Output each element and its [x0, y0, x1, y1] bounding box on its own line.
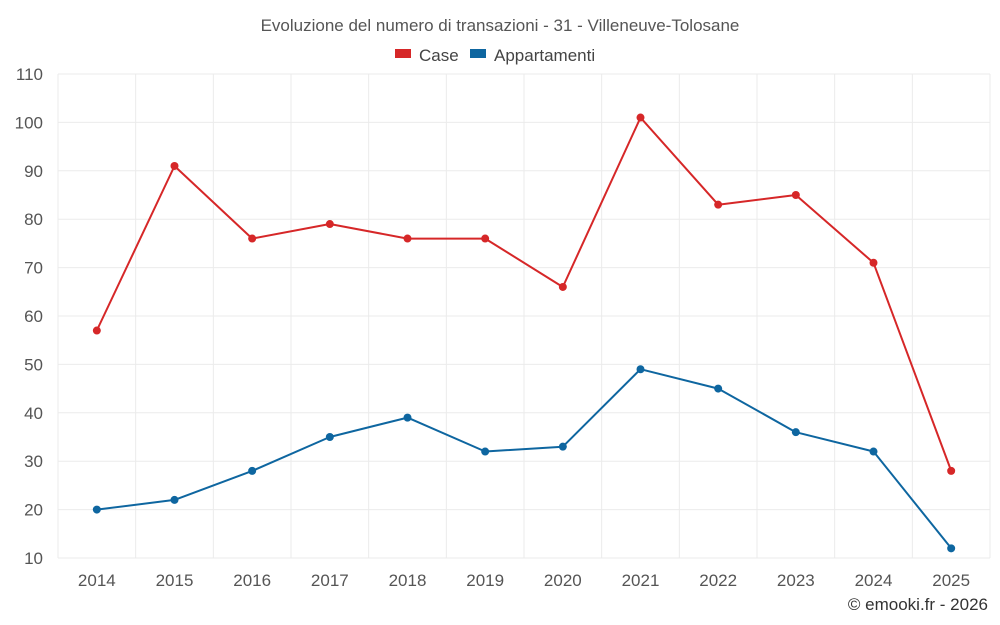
series-line-case	[95, 116, 953, 472]
data-point-appartamenti-2023[interactable]	[791, 428, 800, 437]
data-point-case-2022[interactable]	[714, 200, 723, 209]
data-point-case-2021[interactable]	[636, 113, 645, 122]
data-point-appartamenti-2018[interactable]	[403, 413, 412, 422]
data-point-case-2024[interactable]	[869, 258, 878, 267]
data-point-appartamenti-2025[interactable]	[947, 544, 956, 553]
legend-swatch-case	[395, 49, 411, 58]
y-tick-label: 50	[24, 355, 43, 374]
y-tick-label: 20	[24, 501, 43, 520]
y-tick-label: 90	[24, 162, 43, 181]
legend-swatch-appartamenti	[470, 49, 486, 58]
x-tick-label-2025: 2025	[932, 571, 970, 590]
chart-title: Evoluzione del numero di transazioni - 3…	[261, 16, 740, 35]
data-point-appartamenti-2019[interactable]	[481, 447, 490, 456]
x-tick-label-2020: 2020	[544, 571, 582, 590]
y-tick-label: 40	[24, 404, 43, 423]
data-point-case-2019[interactable]	[481, 234, 490, 243]
x-tick-label-2015: 2015	[156, 571, 194, 590]
data-point-case-2017[interactable]	[325, 220, 334, 229]
y-tick-label: 30	[24, 452, 43, 471]
data-point-case-2015[interactable]	[170, 161, 179, 170]
credit-text: © emooki.fr - 2026	[848, 595, 988, 614]
x-tick-label-2022: 2022	[699, 571, 737, 590]
y-tick-label: 10	[24, 549, 43, 568]
data-point-appartamenti-2016[interactable]	[248, 466, 257, 475]
x-tick-label-2019: 2019	[466, 571, 504, 590]
gridlines	[57, 73, 991, 559]
x-tick-label-2016: 2016	[233, 571, 271, 590]
data-point-appartamenti-2015[interactable]	[170, 495, 179, 504]
data-point-case-2023[interactable]	[791, 191, 800, 199]
data-point-case-2025[interactable]	[947, 466, 956, 475]
data-point-case-2014[interactable]	[92, 326, 101, 335]
x-tick-label-2018: 2018	[389, 571, 427, 590]
series-layer	[92, 113, 956, 553]
legend-item-appartamenti[interactable]: Appartamenti	[470, 46, 595, 65]
y-tick-label: 100	[15, 113, 43, 132]
legend-item-case[interactable]: Case	[395, 46, 459, 65]
data-point-appartamenti-2024[interactable]	[869, 447, 878, 456]
x-tick-label-2017: 2017	[311, 571, 349, 590]
data-point-appartamenti-2017[interactable]	[325, 433, 334, 441]
y-tick-label: 70	[24, 259, 43, 278]
data-point-case-2016[interactable]	[248, 234, 257, 243]
data-point-appartamenti-2021[interactable]	[636, 365, 645, 374]
x-tick-label-2023: 2023	[777, 571, 815, 590]
data-point-case-2018[interactable]	[403, 234, 412, 243]
y-tick-label: 110	[16, 65, 43, 84]
y-axis-ticks: 10 20 30 40 50 60 70 80 90 100 110	[15, 65, 43, 568]
data-point-appartamenti-2014[interactable]	[92, 505, 101, 514]
data-point-appartamenti-2020[interactable]	[558, 442, 567, 451]
x-tick-label-2024: 2024	[855, 571, 893, 590]
x-axis-ticks: 2014 2015 2016 2017 2018 2019 2020 2021 2022 2023…	[78, 571, 970, 590]
legend-label-case: Case	[419, 46, 459, 65]
legend-label-appartamenti: Appartamenti	[494, 46, 595, 65]
y-tick-label: 80	[24, 210, 43, 229]
data-point-appartamenti-2022[interactable]	[714, 384, 723, 393]
x-tick-label-2014: 2014	[78, 571, 116, 590]
legend: Case Appartamenti	[395, 46, 595, 65]
data-point-case-2020[interactable]	[558, 282, 567, 291]
y-tick-label: 60	[24, 307, 43, 326]
x-tick-label-2021: 2021	[622, 571, 660, 590]
series-line-appartamenti	[96, 368, 952, 549]
